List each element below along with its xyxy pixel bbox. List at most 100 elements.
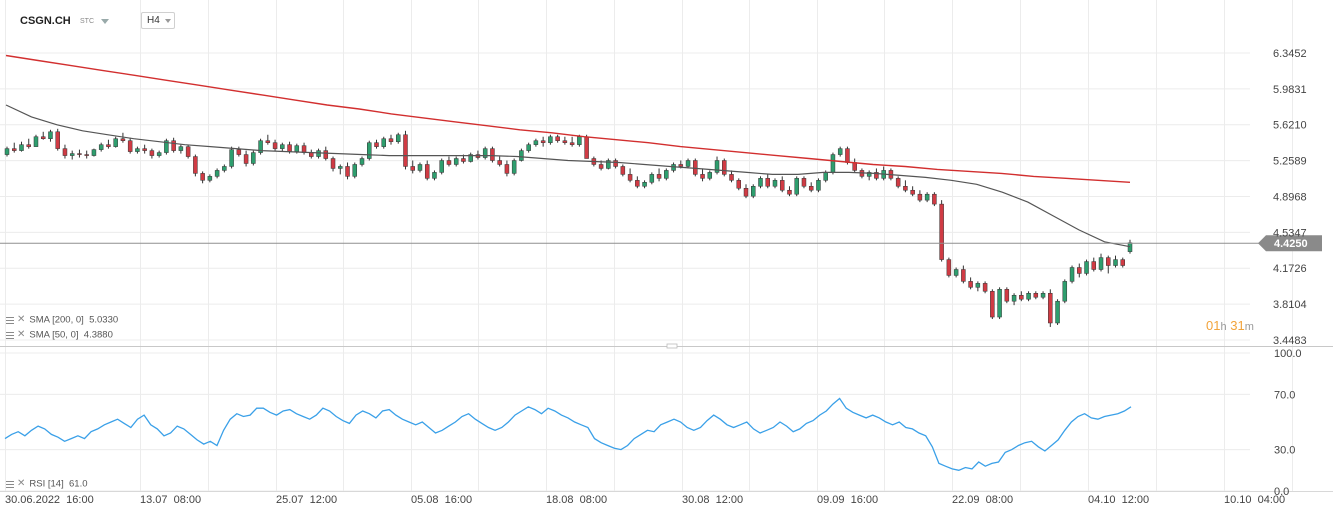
remove-indicator-icon[interactable]: ✕ xyxy=(17,329,26,340)
candle-body xyxy=(294,145,300,152)
remove-indicator-icon[interactable]: ✕ xyxy=(17,314,26,325)
candle-body xyxy=(982,283,988,292)
x-tick-label: 13.07 08:00 xyxy=(140,494,201,506)
candle-body xyxy=(533,140,539,145)
settings-lines-icon[interactable] xyxy=(6,480,14,488)
candle-body xyxy=(33,136,39,147)
rsi-line xyxy=(4,397,1132,471)
chart-toolbar: CSGN.CH STC H4 xyxy=(0,0,300,40)
sma200-line xyxy=(5,54,1131,183)
candle-body xyxy=(98,144,104,150)
candle-body xyxy=(562,140,568,143)
candle-body xyxy=(142,148,147,151)
candle-body xyxy=(678,164,684,167)
price-tick-label: 3.4483 xyxy=(1273,335,1307,347)
chart-type-label[interactable]: STC xyxy=(80,18,94,25)
candle-body xyxy=(265,140,271,143)
candle-body xyxy=(185,146,191,157)
candle-body xyxy=(367,142,372,159)
candle-body xyxy=(381,138,386,147)
candle-body xyxy=(707,172,713,179)
candle-body xyxy=(504,164,510,174)
candle-body xyxy=(895,178,901,187)
candle-body xyxy=(1033,293,1039,298)
candle-body xyxy=(40,136,46,139)
candle-body xyxy=(1098,257,1104,270)
candle-body xyxy=(48,131,53,139)
x-tick-label: 22.09 08:00 xyxy=(952,494,1013,506)
candle-body xyxy=(852,162,857,171)
candle-body xyxy=(149,150,155,156)
candle-body xyxy=(432,172,437,179)
candle-countdown: 01h 31m xyxy=(1206,318,1254,333)
settings-lines-icon[interactable] xyxy=(6,331,14,339)
last-price-label: 4.4250 xyxy=(1274,238,1308,250)
candle-body xyxy=(127,140,133,152)
candle-body xyxy=(55,131,60,149)
price-tick-label: 4.5347 xyxy=(1273,227,1307,239)
rsi-tick-label: 0.0 xyxy=(1274,486,1289,498)
candle-body xyxy=(229,149,234,167)
candle-body xyxy=(968,281,973,288)
candle-body xyxy=(338,166,343,169)
candle-body xyxy=(845,148,850,163)
symbol-label[interactable]: CSGN.CH xyxy=(20,15,71,27)
sma50-line xyxy=(5,104,1131,248)
candle-body xyxy=(410,166,415,171)
candle-body xyxy=(540,140,546,143)
candle-body xyxy=(758,178,763,187)
candle-body xyxy=(316,150,321,157)
candle-body xyxy=(359,158,365,165)
candle-body xyxy=(468,154,473,162)
x-tick-label: 09.09 16:00 xyxy=(817,494,878,506)
candle-body xyxy=(584,136,589,159)
candle-body xyxy=(722,160,727,175)
price-tick-label: 4.8968 xyxy=(1273,191,1307,203)
countdown-m-unit: m xyxy=(1244,321,1254,333)
candle-body xyxy=(874,172,879,179)
x-tick-label: 10.10 04:00 xyxy=(1224,494,1285,506)
candle-body xyxy=(946,259,952,276)
candle-body xyxy=(91,149,97,156)
candle-body xyxy=(113,138,118,147)
candle-body xyxy=(461,158,466,162)
candle-body xyxy=(526,144,531,151)
candle-body xyxy=(106,144,111,147)
chart-type-chevron-down-icon[interactable] xyxy=(101,19,109,24)
candle-body xyxy=(482,148,488,158)
price-tick-label: 6.3452 xyxy=(1273,48,1307,60)
x-tick-label: 25.07 12:00 xyxy=(276,494,337,506)
candle-body xyxy=(642,182,647,187)
candle-body xyxy=(729,174,734,181)
candle-body xyxy=(511,160,517,174)
candle-body xyxy=(664,170,669,179)
candle-body xyxy=(156,152,162,156)
timeframe-label: H4 xyxy=(147,15,160,26)
candle-body xyxy=(519,150,524,161)
rsi-tick-label: 70.0 xyxy=(1274,389,1295,401)
remove-indicator-icon[interactable]: ✕ xyxy=(17,478,26,489)
candle-body xyxy=(787,189,792,195)
candle-body xyxy=(272,142,278,149)
countdown-h-unit: h xyxy=(1220,321,1227,333)
price-tick-label: 4.1726 xyxy=(1273,263,1307,275)
candle-body xyxy=(1019,294,1024,300)
candle-body xyxy=(765,178,770,187)
candle-body xyxy=(751,186,756,197)
candle-body xyxy=(1069,267,1075,282)
timeframe-selector[interactable]: H4 xyxy=(141,12,175,29)
candle-body xyxy=(577,136,582,145)
candle-body xyxy=(171,140,176,151)
candle-body xyxy=(222,166,227,171)
timeframe-chevron-down-icon xyxy=(165,19,171,23)
candle-body xyxy=(772,180,778,187)
candle-body xyxy=(1113,259,1118,266)
candle-body xyxy=(961,269,966,282)
candle-body xyxy=(258,140,263,153)
candle-body xyxy=(830,154,836,173)
sma50-value: 4.3880 xyxy=(83,329,113,341)
settings-lines-icon[interactable] xyxy=(6,316,14,324)
candle-body xyxy=(823,172,828,181)
candle-body xyxy=(917,193,923,201)
